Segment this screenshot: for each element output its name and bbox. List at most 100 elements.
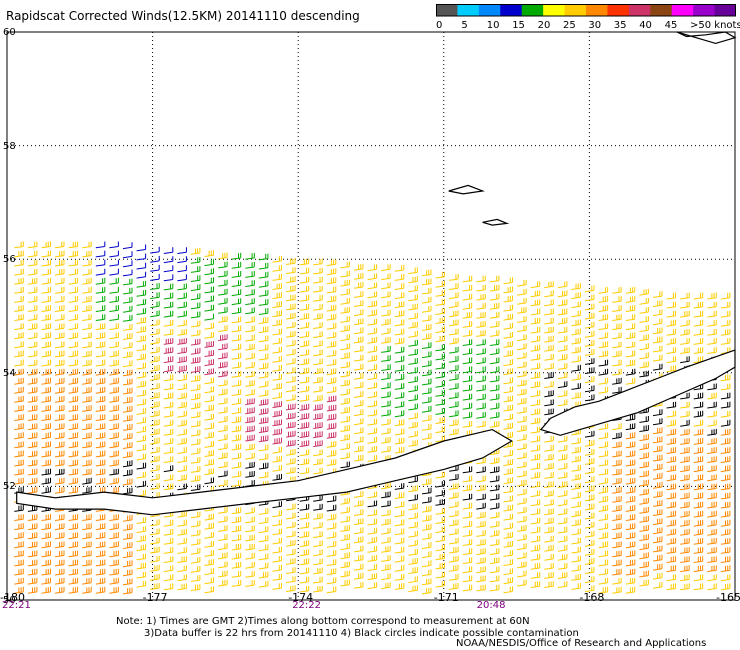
- wind-barb: [612, 423, 622, 431]
- wind-barb: [109, 396, 119, 403]
- wind-barb: [204, 431, 214, 439]
- wind-barb: [95, 459, 106, 467]
- wind-barb: [245, 298, 255, 306]
- wind-barb: [598, 286, 609, 294]
- wind-barb: [489, 357, 500, 365]
- wind-barb: [353, 409, 364, 417]
- wind-barb: [503, 522, 513, 530]
- wind-barb: [340, 307, 350, 314]
- wind-barb: [272, 346, 282, 354]
- lon-tick-label: -171: [433, 591, 459, 604]
- wind-barb: [231, 416, 242, 424]
- wind-barb: [163, 574, 174, 582]
- wind-barb: [584, 494, 595, 502]
- wind-barb: [625, 550, 636, 558]
- wind-barb: [421, 569, 432, 577]
- wind-barb: [177, 510, 187, 518]
- wind-barb: [204, 386, 214, 394]
- wind-barb: [54, 259, 65, 267]
- wind-barb: [272, 583, 282, 590]
- wind-barb: [598, 559, 609, 567]
- wind-barb: [530, 517, 541, 525]
- wind-barb: [109, 586, 119, 594]
- wind-barb: [177, 347, 187, 354]
- wind-barb: [435, 480, 445, 488]
- wind-barb: [109, 323, 119, 331]
- wind-barb: [286, 558, 296, 565]
- wind-barb: [720, 574, 731, 582]
- wind-barb: [41, 586, 51, 594]
- wind-barb: [680, 510, 690, 518]
- wind-barb: [27, 377, 38, 385]
- wind-barb: [14, 568, 24, 576]
- wind-barb: [503, 450, 513, 457]
- wind-barb: [517, 352, 527, 360]
- wind-barb: [381, 500, 391, 508]
- wind-barb: [353, 391, 364, 398]
- wind-barb: [367, 364, 378, 371]
- wind-barb: [299, 440, 310, 448]
- wind-barb: [530, 435, 541, 443]
- wind-barb: [394, 364, 405, 372]
- wind-barb: [421, 496, 432, 504]
- wind-barb: [14, 268, 24, 276]
- wind-barb: [625, 341, 636, 349]
- wind-barb: [54, 277, 65, 285]
- wind-barb: [476, 348, 486, 356]
- wind-barb: [612, 359, 622, 367]
- wind-barb: [449, 337, 459, 345]
- wind-barb: [340, 452, 350, 460]
- wind-barb: [353, 336, 364, 344]
- wind-barb: [204, 459, 214, 466]
- wind-barb: [218, 434, 228, 442]
- wind-barb: [639, 343, 649, 351]
- wind-barb: [449, 573, 459, 581]
- wind-barb: [517, 397, 527, 405]
- wind-barb: [693, 428, 704, 436]
- wind-barb: [462, 293, 473, 301]
- wind-barb: [421, 587, 432, 595]
- wind-barb: [462, 557, 473, 565]
- wind-barb: [557, 326, 568, 334]
- wind-barb: [218, 543, 228, 551]
- wind-barb: [707, 538, 717, 545]
- wind-barb: [150, 301, 160, 309]
- wind-barb: [340, 543, 350, 551]
- wind-barb: [204, 268, 214, 276]
- wind-barb: [544, 472, 554, 479]
- wind-barb: [204, 277, 214, 285]
- wind-barb: [707, 301, 717, 309]
- wind-barb: [286, 339, 296, 347]
- wind-barb: [503, 459, 513, 466]
- wind-barb: [503, 504, 513, 512]
- wind-barb: [489, 302, 500, 310]
- wind-barb: [326, 431, 337, 439]
- wind-barb: [27, 386, 38, 394]
- wind-barb: [544, 444, 554, 452]
- wind-barb: [544, 326, 554, 334]
- wind-barb: [557, 390, 568, 398]
- wind-barb: [204, 359, 214, 367]
- wind-barb: [598, 368, 609, 376]
- wind-barb: [286, 267, 296, 275]
- wind-barb: [584, 312, 595, 320]
- wind-barb: [639, 516, 649, 523]
- wind-barb: [218, 343, 228, 351]
- wind-barb: [557, 563, 568, 570]
- wind-barb: [41, 459, 51, 467]
- wind-barb: [95, 568, 106, 576]
- wind-barb: [584, 285, 595, 293]
- wind-barb: [82, 332, 92, 340]
- wind-barb: [163, 310, 174, 318]
- wind-barb: [204, 341, 214, 348]
- wind-barb: [489, 511, 500, 519]
- wind-barb: [68, 359, 79, 367]
- wind-barb: [163, 474, 174, 482]
- wind-barb: [204, 368, 214, 376]
- wind-barb: [530, 344, 541, 352]
- wind-barb: [421, 578, 432, 586]
- wind-barb: [340, 570, 350, 578]
- wind-barb: [557, 453, 568, 461]
- wind-barb: [381, 518, 391, 526]
- wind-barb: [14, 350, 24, 358]
